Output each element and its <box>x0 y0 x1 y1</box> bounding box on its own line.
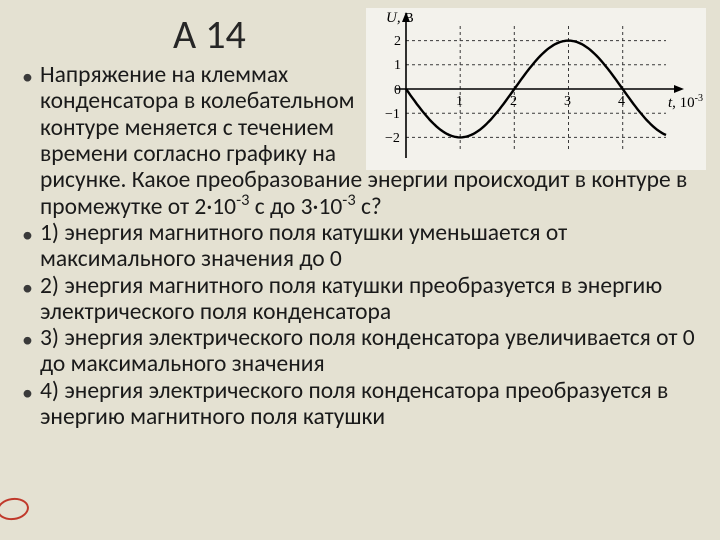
question-narrow-part: Напряжение на клеммах конденсатора в кол… <box>40 62 370 167</box>
list-item: • 1) энергия магнитного поля катушки уме… <box>20 220 700 273</box>
list-item: • 4) энергия электрического поля конденс… <box>20 378 700 431</box>
y-axis-label: U, В <box>386 10 414 26</box>
list-item-text: 2) энергия магнитного поля катушки преоб… <box>40 273 700 326</box>
ytick-2: 2 <box>394 34 401 49</box>
list-item-text: 1) энергия магнитного поля катушки умень… <box>40 220 700 273</box>
bullet-icon: • <box>20 220 40 248</box>
bullet-icon: • <box>20 62 40 90</box>
page-title: А 14 <box>173 10 246 59</box>
list-item-text: Напряжение на клеммах конденсатора в кол… <box>40 62 700 220</box>
bullet-icon: • <box>20 378 40 406</box>
question-wide-part: рисунке. Какое преобразование энергии пр… <box>40 166 687 220</box>
bullet-icon: • <box>20 325 40 353</box>
list-item-text: 3) энергия электрического поля конденсат… <box>40 325 700 378</box>
list-item: • Напряжение на клеммах конденсатора в к… <box>20 62 700 220</box>
bullet-list: • Напряжение на клеммах конденсатора в к… <box>20 62 700 430</box>
list-item-text: 4) энергия электрического поля конденсат… <box>40 378 700 431</box>
bullet-icon: • <box>20 273 40 301</box>
list-item: • 3) энергия электрического поля конденс… <box>20 325 700 378</box>
list-item: • 2) энергия магнитного поля катушки пре… <box>20 273 700 326</box>
answer-circle-annotation <box>0 496 30 522</box>
